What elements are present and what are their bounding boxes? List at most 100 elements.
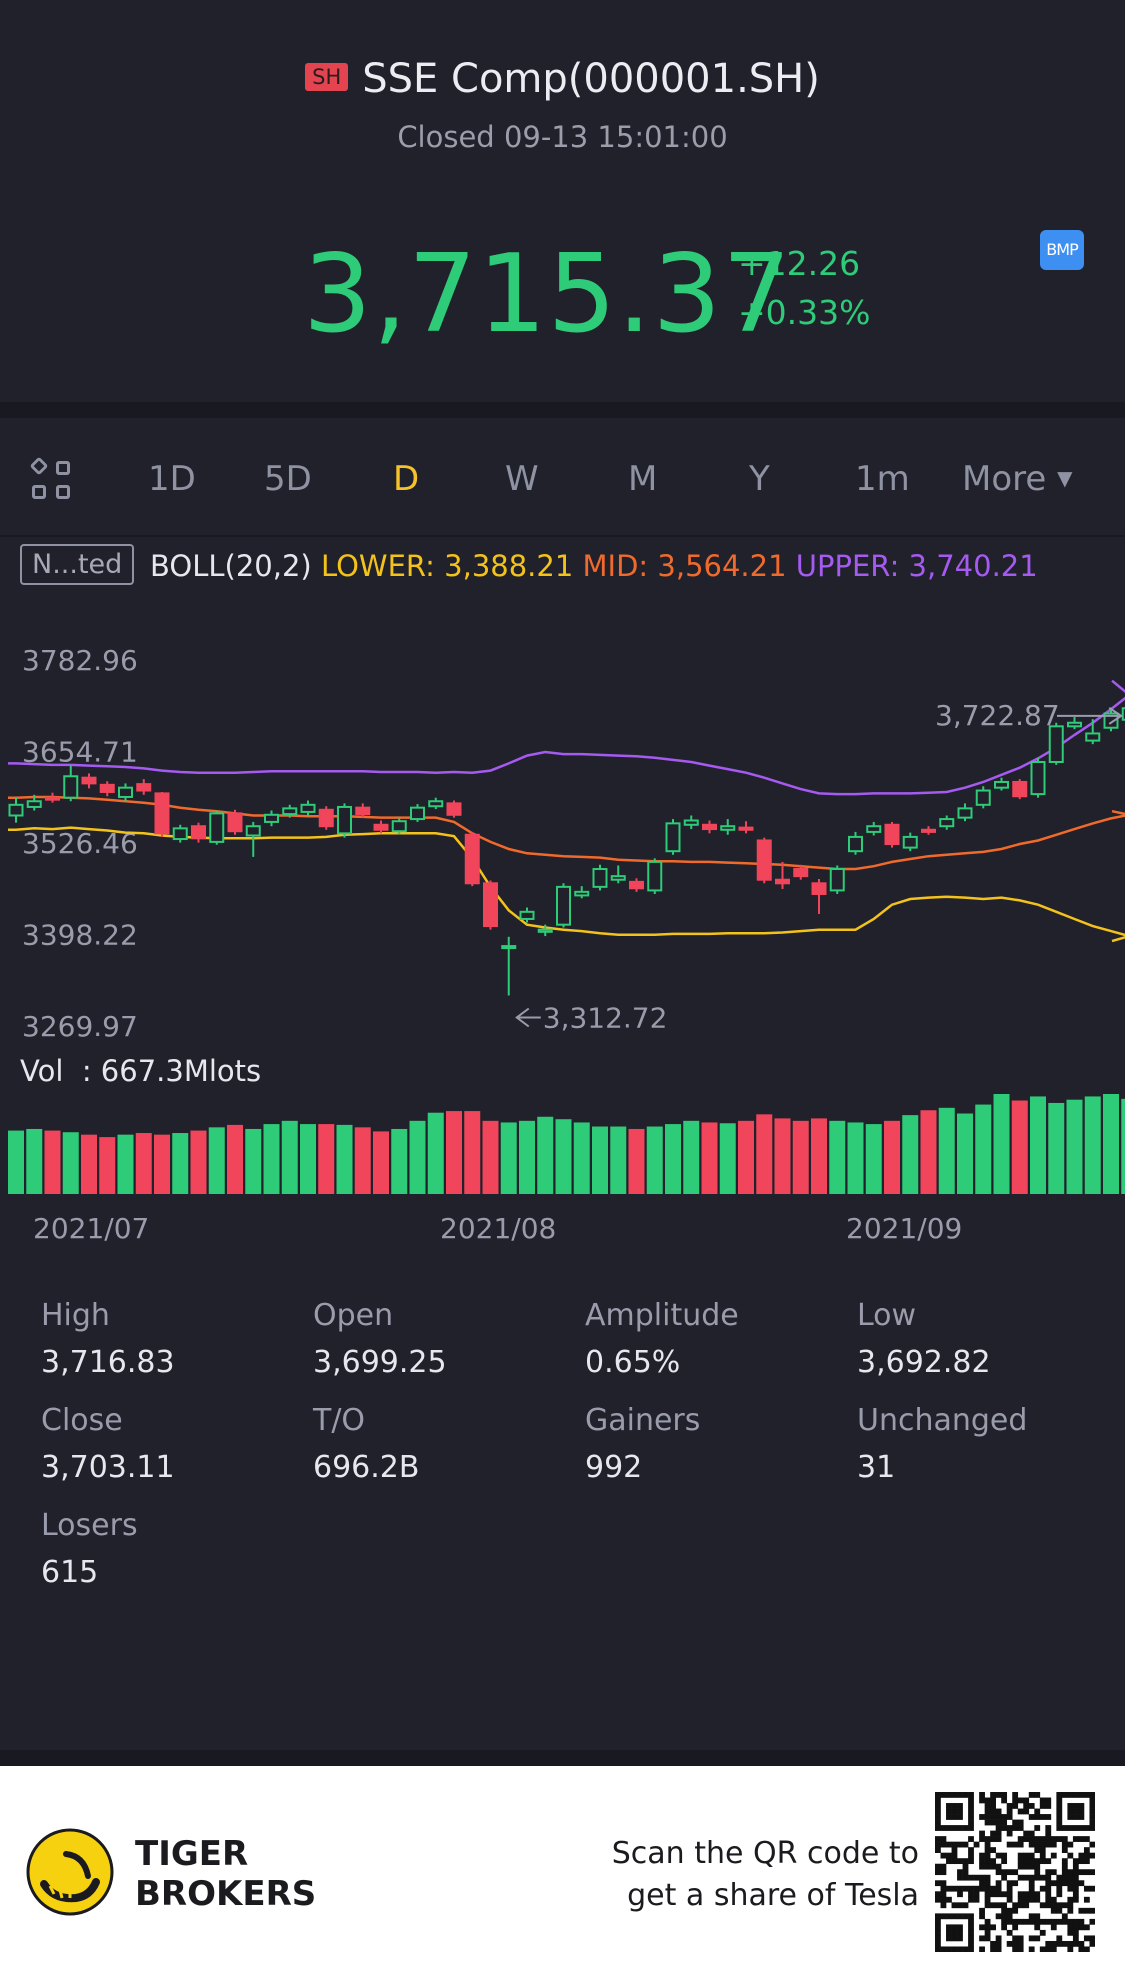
indicator-selector[interactable]: N...ted	[20, 544, 135, 585]
qr-module	[984, 1929, 991, 1936]
qr-module	[1034, 1808, 1041, 1815]
qr-module	[1006, 1841, 1013, 1848]
qr-module	[984, 1819, 991, 1826]
qr-module	[1034, 1924, 1041, 1931]
qr-module	[990, 1891, 996, 1898]
tab-1m[interactable]: 1m	[855, 459, 910, 499]
qr-module	[1034, 1825, 1041, 1831]
qr-code-icon[interactable]	[935, 1792, 1095, 1952]
stat-value: 3,716.83	[41, 1345, 175, 1380]
high-annotation-arrowhead	[1108, 707, 1124, 725]
candle-body	[720, 825, 736, 831]
qr-module	[1061, 1913, 1068, 1920]
qr-module	[1045, 1869, 1052, 1876]
grid-layout-icon[interactable]	[29, 456, 74, 501]
bmp-button[interactable]: BMP	[1040, 230, 1084, 270]
tab-d[interactable]: D	[393, 459, 420, 499]
boll-lower: LOWER: 3,388.21	[320, 549, 574, 583]
qr-module	[1006, 1830, 1013, 1837]
stat-label: Open	[313, 1298, 394, 1333]
qr-module	[1045, 1874, 1052, 1881]
qr-module	[940, 1852, 947, 1859]
boll-lower-line	[8, 826, 1125, 943]
tab-more[interactable]: More ▼	[962, 459, 1073, 499]
qr-module	[1061, 1902, 1068, 1909]
stat-label: Close	[41, 1403, 123, 1438]
qr-module	[990, 1808, 996, 1815]
qr-module	[1017, 1896, 1024, 1903]
qr-module	[935, 1896, 941, 1903]
qr-module	[1067, 1880, 1074, 1887]
tab-y[interactable]: Y	[749, 459, 770, 499]
tab-m[interactable]: M	[628, 459, 658, 499]
tab-5d[interactable]: 5D	[264, 459, 312, 499]
volume-bar	[227, 1124, 243, 1194]
qr-module	[990, 1819, 996, 1826]
qr-module	[1039, 1858, 1046, 1865]
qr-module	[1039, 1797, 1046, 1804]
qr-module	[990, 1847, 996, 1853]
candle-body	[81, 776, 97, 785]
qr-module	[951, 1825, 958, 1831]
qr-module	[962, 1902, 969, 1909]
volume-bar	[44, 1130, 61, 1194]
qr-module	[1089, 1940, 1095, 1947]
qr-module	[1072, 1940, 1079, 1947]
qr-module	[973, 1896, 980, 1903]
candle-body	[245, 825, 261, 837]
qr-module	[1028, 1891, 1035, 1898]
qr-module	[1078, 1803, 1085, 1809]
qr-module	[1023, 1836, 1030, 1842]
qr-module	[1034, 1935, 1041, 1942]
qr-module	[1006, 1885, 1013, 1892]
candle-body	[647, 860, 663, 892]
qr-module	[1067, 1814, 1074, 1820]
candle-body	[118, 786, 133, 798]
y-tick-label: 3269.97	[22, 1010, 138, 1043]
qr-module	[968, 1836, 974, 1842]
qr-module	[1034, 1792, 1041, 1798]
qr-module	[1006, 1891, 1013, 1898]
qr-module	[1012, 1819, 1019, 1826]
volume-bar	[281, 1120, 298, 1194]
tab-1d[interactable]: 1D	[148, 459, 196, 499]
qr-module	[1017, 1858, 1024, 1865]
qr-module	[935, 1814, 941, 1820]
qr-module	[968, 1797, 974, 1804]
qr-module	[968, 1924, 974, 1931]
qr-module	[935, 1880, 941, 1887]
qr-module	[1034, 1841, 1041, 1848]
qr-module	[935, 1847, 941, 1853]
candle-body	[428, 800, 444, 808]
qr-module	[946, 1913, 952, 1920]
boll-legend: BOLL(20,2) LOWER: 3,388.21 MID: 3,564.21…	[150, 549, 1038, 583]
tab-w[interactable]: W	[505, 459, 539, 499]
candle-body	[665, 822, 681, 853]
qr-module	[1028, 1885, 1035, 1892]
candle-body	[756, 839, 772, 881]
qr-module	[995, 1935, 1002, 1942]
qr-module	[1034, 1863, 1041, 1870]
qr-module	[951, 1814, 958, 1820]
candle-body	[373, 823, 389, 831]
volume-bar	[738, 1120, 754, 1194]
qr-module	[1067, 1808, 1074, 1815]
volume-bar	[446, 1111, 462, 1194]
qr-module	[1017, 1836, 1024, 1842]
candle-body	[629, 880, 644, 890]
qr-module	[1023, 1830, 1030, 1837]
qr-module	[979, 1924, 985, 1931]
qr-module	[935, 1940, 941, 1947]
candle-body	[829, 868, 845, 892]
qr-module	[1045, 1803, 1052, 1809]
x-tick-label: 2021/09	[846, 1212, 962, 1245]
candle-body	[884, 823, 900, 846]
candle-body	[318, 808, 334, 828]
brand-name-line1: TIGER	[135, 1834, 249, 1874]
qr-module	[984, 1841, 991, 1848]
candle-body	[1103, 712, 1119, 729]
candle-body	[537, 928, 553, 933]
volume-bar	[1011, 1100, 1028, 1194]
qr-module	[1001, 1918, 1008, 1925]
